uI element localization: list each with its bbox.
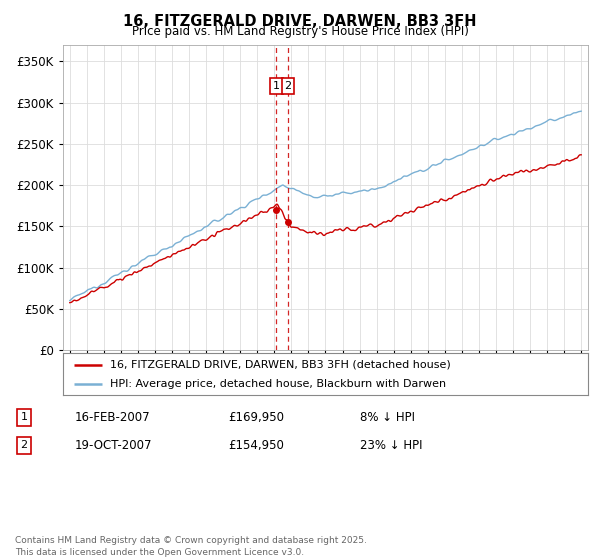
Text: 16-FEB-2007: 16-FEB-2007: [75, 410, 151, 424]
Text: 16, FITZGERALD DRIVE, DARWEN, BB3 3FH: 16, FITZGERALD DRIVE, DARWEN, BB3 3FH: [123, 14, 477, 29]
Text: Price paid vs. HM Land Registry's House Price Index (HPI): Price paid vs. HM Land Registry's House …: [131, 25, 469, 38]
Text: 19-OCT-2007: 19-OCT-2007: [75, 438, 152, 452]
Text: Contains HM Land Registry data © Crown copyright and database right 2025.
This d: Contains HM Land Registry data © Crown c…: [15, 536, 367, 557]
Text: 8% ↓ HPI: 8% ↓ HPI: [360, 410, 415, 424]
Text: HPI: Average price, detached house, Blackburn with Darwen: HPI: Average price, detached house, Blac…: [110, 379, 446, 389]
Text: 23% ↓ HPI: 23% ↓ HPI: [360, 438, 422, 452]
Text: 1: 1: [273, 81, 280, 91]
Text: 1: 1: [20, 412, 28, 422]
Text: £169,950: £169,950: [228, 410, 284, 424]
Text: 2: 2: [20, 440, 28, 450]
Text: 2: 2: [284, 81, 292, 91]
Text: £154,950: £154,950: [228, 438, 284, 452]
Text: 16, FITZGERALD DRIVE, DARWEN, BB3 3FH (detached house): 16, FITZGERALD DRIVE, DARWEN, BB3 3FH (d…: [110, 360, 451, 370]
